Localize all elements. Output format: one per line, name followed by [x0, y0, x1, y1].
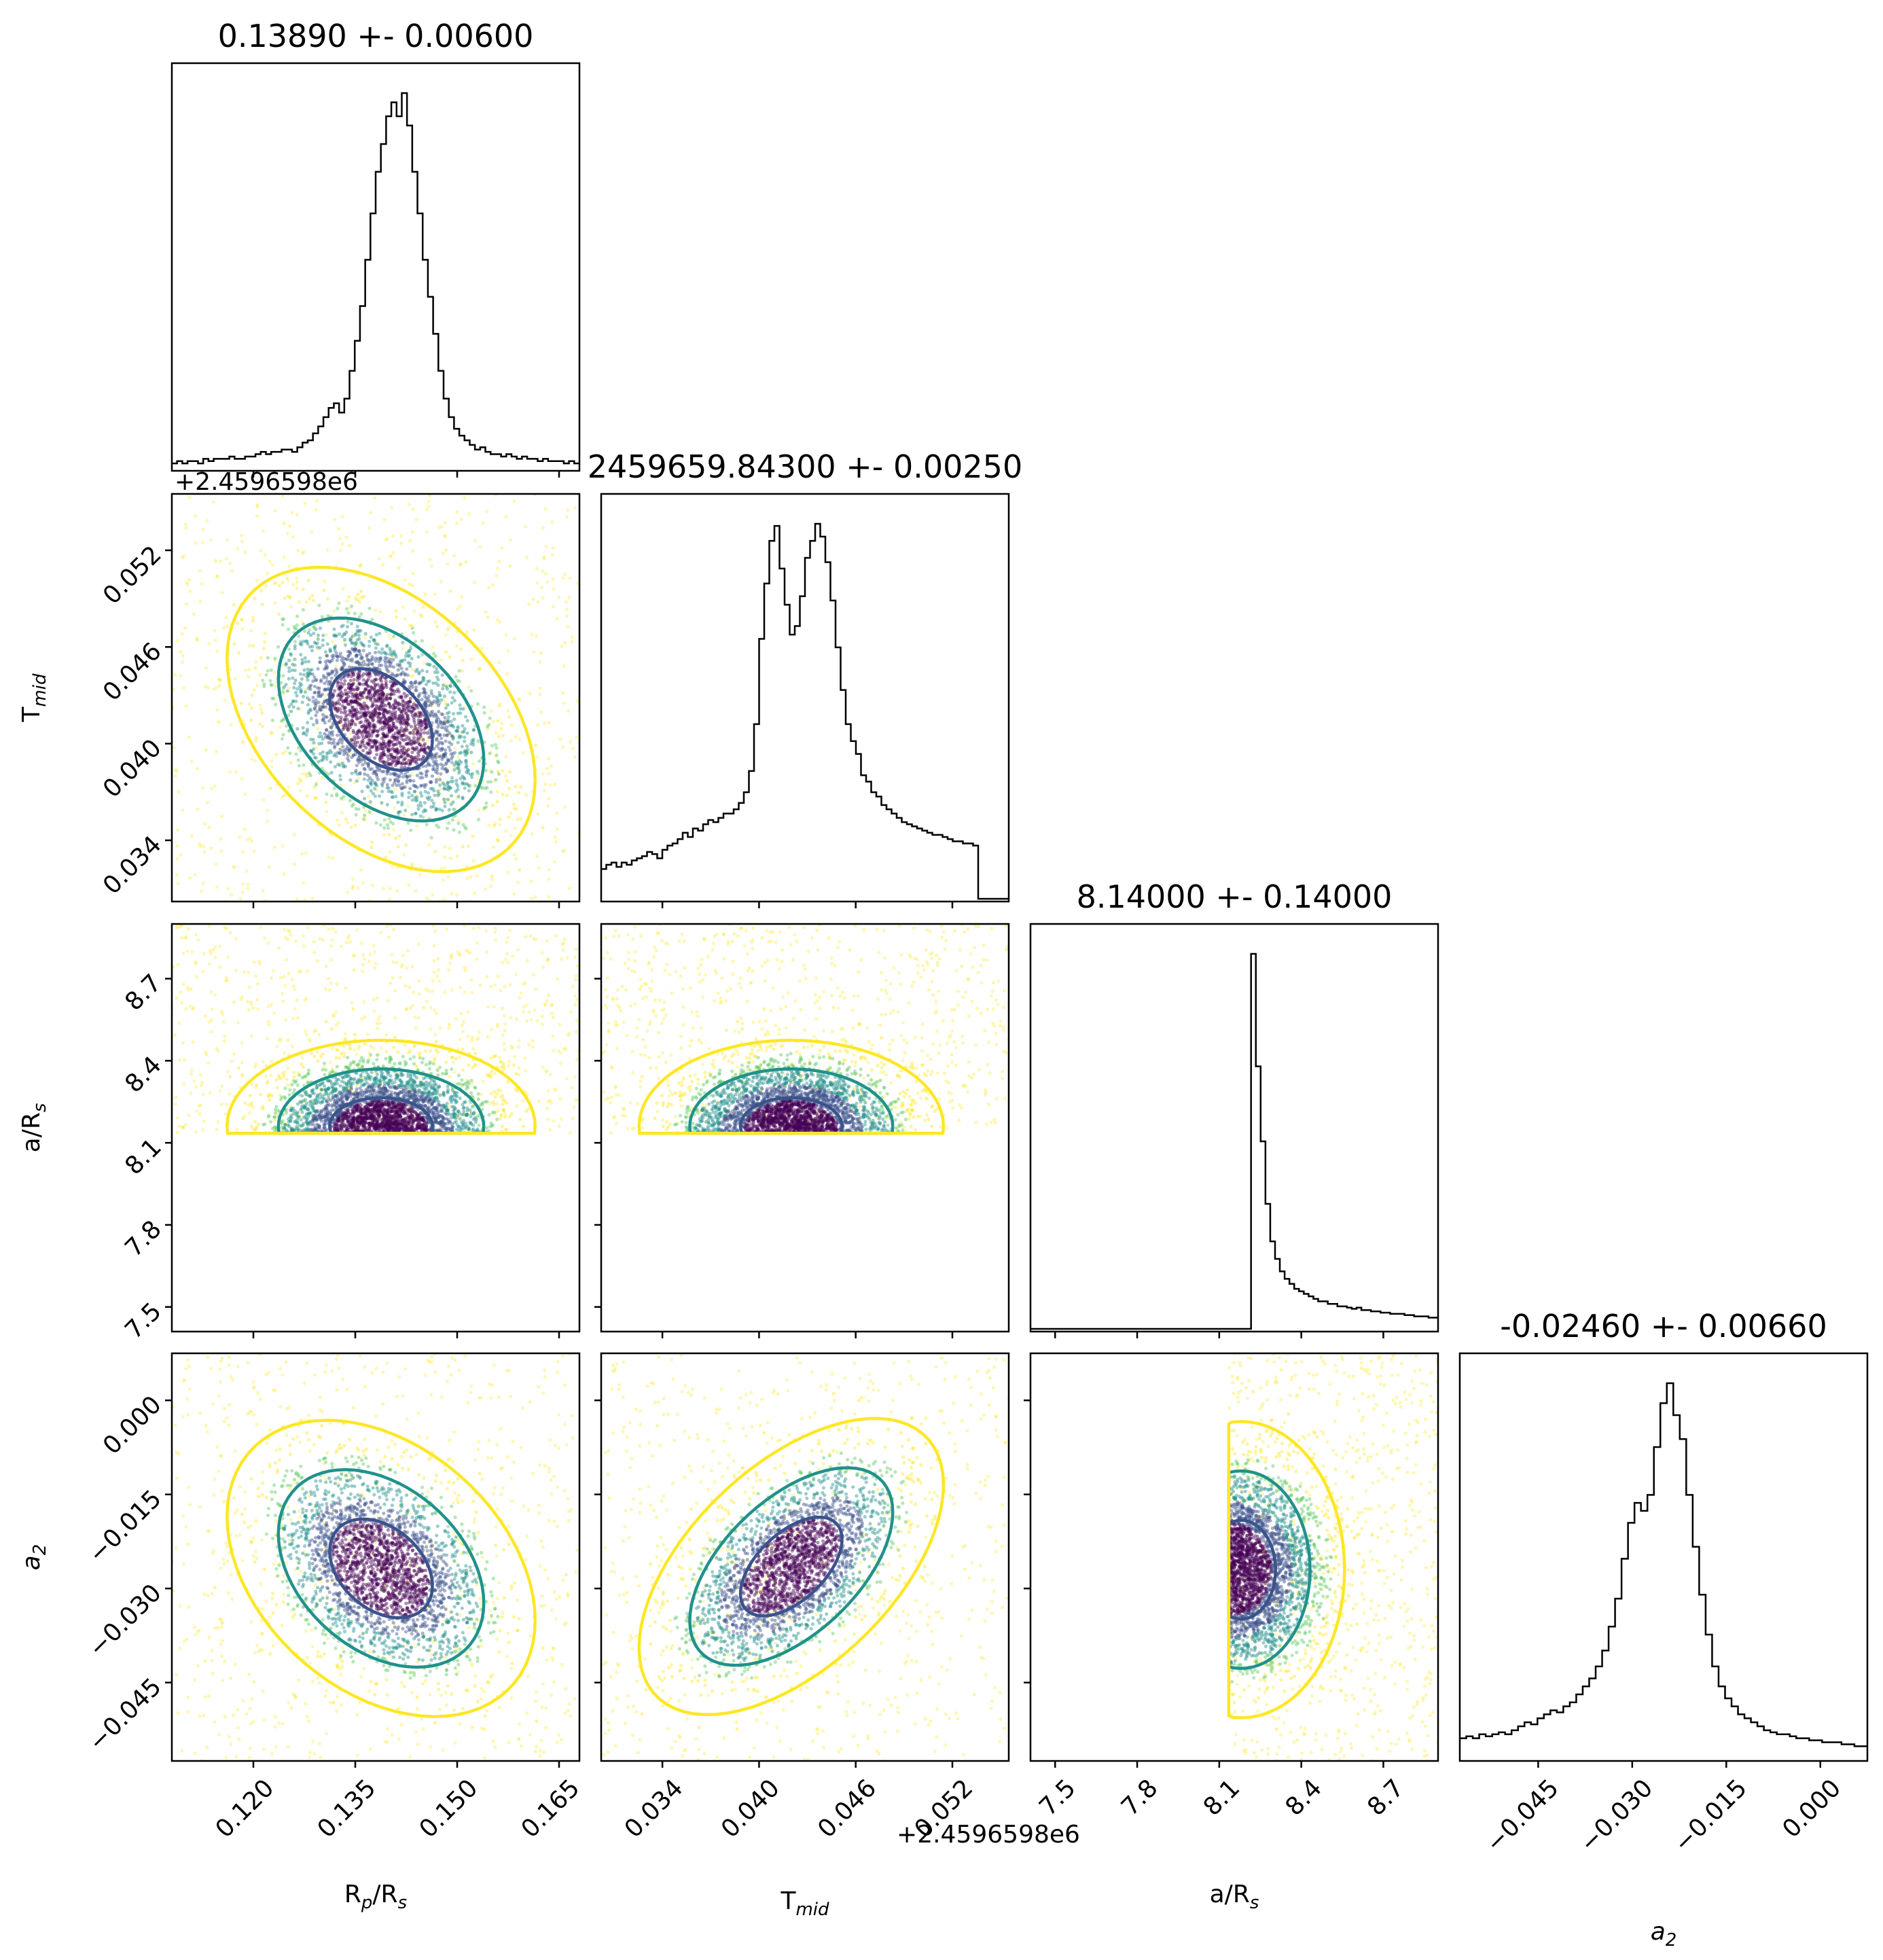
contour-level-3 — [225, 565, 537, 874]
y-offset-text: +2.4596598e6 — [175, 468, 358, 496]
y-tick-label: −0.015 — [84, 1485, 167, 1569]
contour-level-1 — [738, 1515, 844, 1618]
y-tick-label: 8.4 — [120, 1051, 166, 1098]
hist-title: -0.02460 +- 0.00660 — [1500, 1308, 1827, 1344]
hist-steps — [601, 522, 1009, 900]
contour-level-1 — [328, 667, 434, 772]
y-tick-label: 0.000 — [98, 1391, 167, 1460]
x-tick-label: −0.045 — [1481, 1774, 1564, 1857]
hist-title: 2459659.84300 +- 0.00250 — [588, 448, 1022, 485]
x-tick-label: 0.046 — [812, 1774, 882, 1843]
scatter-frame — [1029, 1352, 1439, 1762]
y-tick-label: 0.052 — [98, 541, 167, 610]
y-axis-label-tmid: Tmid — [18, 673, 50, 723]
scatter-panel-rp-ars — [171, 923, 581, 1333]
x-offset-text: +2.4596598e6 — [897, 1821, 1080, 1849]
contour-level-2 — [276, 1467, 486, 1669]
y-tick-label: 8.1 — [120, 1133, 166, 1180]
x-tick-label: 0.000 — [1777, 1774, 1846, 1843]
scatter-points — [172, 494, 579, 902]
y-tick-label: −0.045 — [84, 1673, 167, 1756]
hist-frame — [600, 493, 1010, 903]
scatter-panel-tmid-a2 — [600, 1352, 1010, 1762]
hist-panel-tmid: 2459659.84300 +- 0.00250 — [588, 448, 1022, 903]
x-tick-label: −0.015 — [1669, 1774, 1753, 1857]
x-tick-label: 0.120 — [211, 1774, 280, 1843]
scatter-panel-rp-tmid — [171, 493, 581, 903]
y-axis-label-a2: a2 — [18, 1544, 50, 1571]
hist-title: 8.14000 +- 0.14000 — [1077, 878, 1393, 915]
y-tick-label: 8.7 — [120, 969, 166, 1016]
x-tick-label: 0.040 — [716, 1774, 785, 1843]
x-tick-label: 8.4 — [1280, 1774, 1327, 1821]
y-tick-label: 0.034 — [98, 831, 167, 900]
hist-frame — [171, 62, 581, 472]
x-axis-label-rp: Rp/Rs — [344, 1881, 407, 1913]
hist-steps — [1030, 952, 1438, 1330]
contour-level-3 — [225, 1419, 537, 1718]
x-tick-label: −0.030 — [1575, 1774, 1658, 1857]
hist-frame — [1029, 923, 1439, 1333]
scatter-points — [1227, 1353, 1438, 1761]
x-tick-label: 8.7 — [1362, 1774, 1409, 1821]
y-tick-label: 7.8 — [120, 1215, 166, 1262]
scatter-frame — [171, 493, 581, 903]
contour-level-1 — [328, 1517, 434, 1620]
y-tick-label: 7.5 — [120, 1298, 166, 1344]
contour-level-2 — [276, 616, 486, 823]
hist-title: 0.13890 +- 0.00600 — [218, 18, 534, 54]
hist-frame — [1458, 1352, 1869, 1762]
scatter-points — [601, 924, 1009, 1135]
y-tick-label: 0.040 — [98, 734, 167, 803]
scatter-frame — [600, 1352, 1010, 1762]
scatter-panel-ars-a2 — [1029, 1352, 1439, 1762]
scatter-panel-rp-a2 — [171, 1352, 581, 1762]
x-tick-label: 0.135 — [312, 1774, 382, 1843]
contour-level-3 — [1227, 1420, 1346, 1720]
scatter-points — [602, 1353, 1009, 1761]
y-tick-label: 0.046 — [98, 637, 167, 707]
x-tick-label: 0.034 — [620, 1774, 689, 1843]
x-tick-label: 0.165 — [516, 1774, 586, 1843]
scatter-frame — [171, 923, 581, 1333]
contour-level-3 — [225, 1038, 537, 1135]
y-axis-label-ars: a/Rs — [18, 1103, 50, 1153]
contour-level-3 — [637, 1038, 946, 1135]
contour-level-2 — [688, 1466, 895, 1667]
x-tick-label: 7.5 — [1034, 1774, 1081, 1821]
scatter-frame — [171, 1352, 581, 1762]
hist-steps — [1460, 1382, 1867, 1747]
scatter-points — [172, 1353, 579, 1761]
x-tick-label: 7.8 — [1116, 1774, 1163, 1821]
hist-steps — [172, 92, 579, 465]
y-tick-label: −0.030 — [84, 1579, 167, 1662]
x-axis-label-ars: a/Rs — [1210, 1881, 1259, 1913]
x-tick-label: 8.1 — [1198, 1774, 1245, 1821]
x-tick-label: 0.150 — [414, 1774, 484, 1843]
hist-panel-rp: 0.13890 +- 0.00600 — [171, 18, 581, 472]
scatter-panel-tmid-ars — [600, 923, 1010, 1333]
scatter-frame — [600, 923, 1010, 1333]
hist-panel-ars: 8.14000 +- 0.14000 — [1029, 878, 1439, 1333]
scatter-points — [172, 924, 579, 1135]
x-axis-label-tmid: Tmid — [780, 1887, 829, 1920]
x-axis-label-a2: a2 — [1651, 1918, 1677, 1950]
contour-level-3 — [637, 1416, 946, 1717]
hist-panel-a2: -0.02460 +- 0.00660 — [1458, 1308, 1869, 1762]
